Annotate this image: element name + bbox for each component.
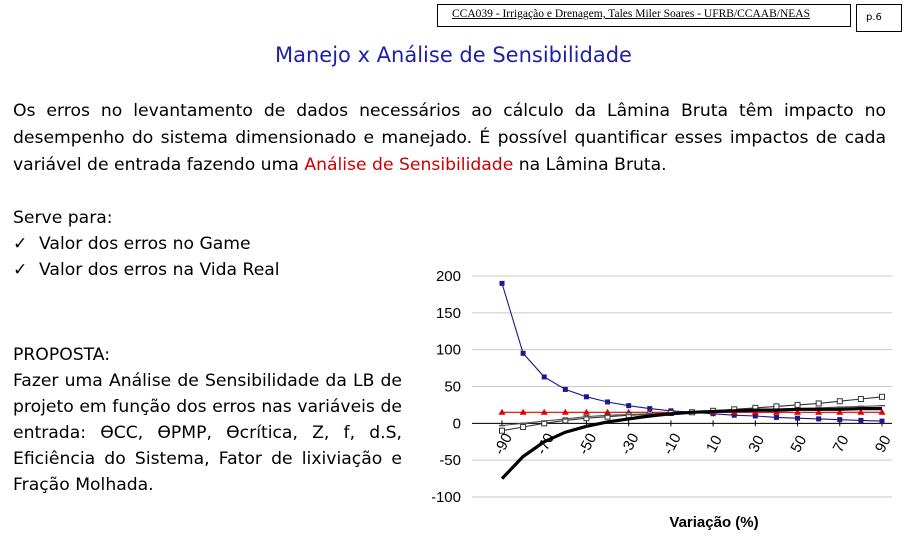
data-point	[499, 427, 505, 434]
data-point	[773, 414, 779, 420]
data-point	[857, 396, 864, 403]
data-point	[519, 408, 527, 415]
data-point	[815, 408, 823, 415]
data-point	[541, 374, 547, 380]
data-point	[604, 413, 611, 420]
data-point	[520, 350, 526, 356]
check-icon: ✓	[13, 234, 28, 254]
serve-item-text: Valor dos erros na Vida Real	[39, 260, 280, 280]
check-icon: ✓	[13, 260, 28, 280]
x-tick-label: 70	[830, 433, 853, 456]
x-tick-label: 90	[872, 433, 895, 456]
y-tick-label: 200	[436, 268, 461, 285]
data-point	[561, 408, 569, 415]
y-tick-label: -100	[432, 489, 461, 506]
data-point	[879, 418, 885, 424]
data-point	[816, 416, 822, 422]
y-tick-label: 50	[444, 379, 461, 396]
x-axis-label: Variação (%)	[669, 514, 758, 531]
y-tick-label: 0	[453, 415, 461, 432]
x-tick-label: -70	[533, 430, 558, 457]
intro-text-after: na Lâmina Bruta.	[513, 155, 667, 175]
data-point	[878, 408, 886, 415]
data-point	[752, 413, 758, 419]
data-point	[604, 408, 612, 415]
data-point	[836, 398, 843, 405]
serve-item-text: Valor dos erros no Game	[39, 234, 251, 254]
data-point	[795, 415, 801, 421]
serve-block: Serve para: ✓ Valor dos erros no Game ✓ Va…	[13, 205, 433, 283]
x-tick-label: 30	[745, 433, 768, 456]
data-point	[857, 408, 865, 415]
data-point	[879, 393, 885, 400]
series-line	[501, 283, 883, 422]
data-point	[540, 408, 548, 415]
y-tick-label: 150	[436, 305, 461, 322]
data-point	[772, 408, 780, 415]
data-point	[773, 403, 780, 410]
sensitivity-chart: 200 150 100 50 0 -50 -100 -90 -70 -50 -30 -10 10 30 50…	[432, 262, 907, 540]
data-point	[751, 408, 759, 415]
series-line	[500, 407, 882, 480]
proposta-block: PROPOSTA: Fazer uma Análise de Sensibili…	[13, 342, 402, 498]
page-number: p.6	[866, 12, 882, 23]
intro-paragraph: Os erros no levantamento de dados necess…	[13, 98, 886, 179]
serve-item: ✓ Valor dos erros na Vida Real	[13, 257, 433, 283]
data-point	[858, 417, 864, 423]
data-point	[837, 417, 843, 423]
intro-highlight: Análise de Sensibilidade	[304, 155, 514, 175]
data-point	[583, 394, 589, 400]
data-point	[520, 424, 527, 431]
data-point	[582, 408, 590, 415]
chart-svg: 200 150 100 50 0 -50 -100 -90 -70 -50 -30 -10 10 30 50…	[432, 268, 895, 531]
serve-heading: Serve para:	[13, 208, 113, 228]
data-point	[731, 412, 737, 418]
data-point	[498, 408, 506, 415]
x-tick-label: 50	[787, 433, 810, 456]
data-point	[562, 417, 569, 424]
x-tick-label: -10	[660, 430, 685, 457]
data-point	[815, 400, 822, 407]
data-point	[794, 408, 802, 415]
x-tick-label: -90	[491, 430, 516, 457]
x-tick-label: 10	[703, 433, 726, 456]
page-number-box	[856, 4, 902, 32]
data-point	[499, 280, 505, 286]
serve-item: ✓ Valor dos erros no Game	[13, 231, 433, 257]
data-point	[647, 406, 653, 412]
y-tick-label: -50	[439, 452, 461, 469]
x-tick-label: -50	[575, 430, 600, 457]
course-header: CCA039 - Irrigação e Drenagem, Tales Mil…	[452, 8, 810, 20]
header-bar	[437, 4, 851, 27]
intro-text-before: Os erros no levantamento de dados necess…	[13, 101, 886, 175]
proposta-heading: PROPOSTA:	[13, 345, 111, 365]
y-tick-label: 100	[436, 342, 461, 359]
x-tick-label: -30	[617, 430, 642, 457]
data-point	[583, 415, 590, 422]
data-point	[626, 403, 632, 409]
data-point	[562, 386, 568, 392]
data-point	[836, 408, 844, 415]
data-point	[605, 399, 611, 405]
proposta-text: Fazer uma Análise de Sensibilidade da LB…	[13, 371, 402, 495]
slide-title: Manejo x Análise de Sensibilidade	[275, 43, 632, 67]
data-point	[794, 401, 801, 408]
